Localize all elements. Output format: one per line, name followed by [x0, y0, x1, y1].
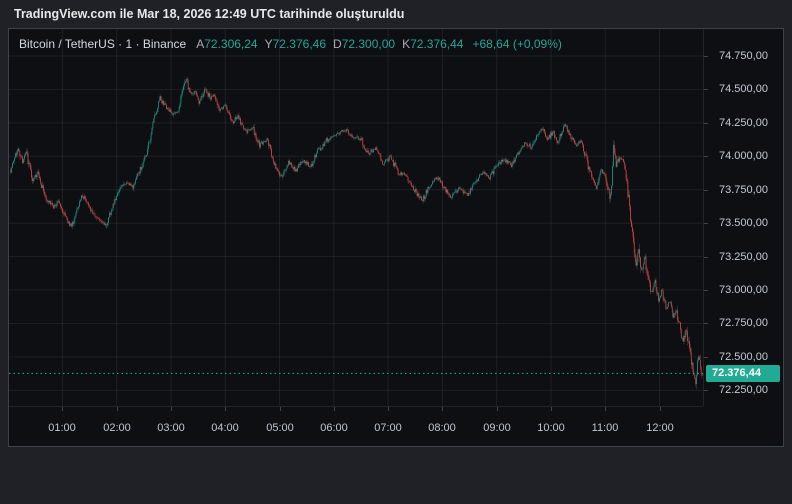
price-axis-tick	[704, 357, 708, 358]
ohlc-close-label: K	[402, 37, 411, 51]
symbol-title: Bitcoin / TetherUS · 1 · Binance	[19, 37, 187, 51]
time-axis-tick	[225, 407, 226, 411]
price-change: +68,64 (+0,09%)	[472, 37, 562, 51]
time-axis-tick	[117, 407, 118, 411]
price-axis-label: 74.500,00	[719, 83, 768, 95]
ohlc-open: A72.306,24	[196, 37, 257, 51]
ohlc-high: Y72.376,46	[265, 37, 326, 51]
ohlc-high-value: 72.376,46	[272, 37, 327, 51]
chart-pane: Bitcoin / TetherUS · 1 · Binance A72.306…	[8, 28, 784, 447]
candlestick-canvas[interactable]	[9, 29, 703, 406]
down-candles	[10, 77, 703, 387]
time-axis-label: 02:00	[103, 422, 131, 434]
price-axis[interactable]: 72.376,44 74.750,00 74.500,00 74.250,00 74.…	[703, 29, 784, 406]
time-axis-tick	[497, 407, 498, 411]
time-axis-label: 12:00	[646, 422, 674, 434]
price-axis-tick	[704, 290, 708, 291]
time-axis-tick	[62, 407, 63, 411]
price-axis-label: 72.500,00	[719, 351, 768, 363]
ohlc-low-value: 72.300,00	[341, 37, 396, 51]
price-axis-label: 74.750,00	[719, 50, 768, 62]
price-axis-tick	[704, 89, 708, 90]
time-axis-label: 11:00	[591, 422, 619, 434]
price-axis-tick	[704, 257, 708, 258]
time-axis-label: 07:00	[374, 422, 402, 434]
time-axis-tick	[280, 407, 281, 411]
price-axis-label: 74.250,00	[719, 117, 768, 129]
ohlc-close: K72.376,44	[402, 37, 463, 51]
time-axis-tick	[551, 407, 552, 411]
ohlc-low-label: D	[333, 37, 342, 51]
time-axis-label: 09:00	[483, 422, 511, 434]
time-axis-label: 04:00	[211, 422, 239, 434]
time-axis-tick	[442, 407, 443, 411]
candlestick-series	[9, 29, 703, 406]
price-axis-tick	[704, 123, 708, 124]
price-axis-tick	[704, 56, 708, 57]
ohlc-low: D72.300,00	[333, 37, 395, 51]
time-axis-tick	[388, 407, 389, 411]
price-axis-label: 72.250,00	[719, 384, 768, 396]
price-axis-tick	[704, 223, 708, 224]
symbol-header: Bitcoin / TetherUS · 1 · Binance A72.306…	[19, 36, 562, 52]
time-axis-label: 05:00	[266, 422, 294, 434]
price-axis-label: 74.000,00	[719, 150, 768, 162]
time-axis-label: 03:00	[157, 422, 185, 434]
price-axis-tick	[704, 323, 708, 324]
price-axis-label: 73.250,00	[719, 251, 768, 263]
current-price-badge: 72.376,44	[706, 365, 780, 382]
ohlc-close-value: 72.376,44	[410, 37, 464, 51]
ohlc-open-value: 72.306,24	[204, 37, 258, 51]
time-axis-tick	[171, 407, 172, 411]
price-axis-tick	[704, 390, 708, 391]
time-axis-tick	[334, 407, 335, 411]
time-axis-tick	[605, 407, 606, 411]
time-axis-label: 06:00	[320, 422, 348, 434]
price-axis-label: 72.750,00	[719, 317, 768, 329]
time-axis-label: 10:00	[537, 422, 565, 434]
ohlc-open-label: A	[196, 37, 205, 51]
price-axis-label: 73.750,00	[719, 184, 768, 196]
price-axis-tick	[704, 156, 708, 157]
price-axis-label: 73.500,00	[719, 217, 768, 229]
time-axis-label: 01:00	[48, 422, 76, 434]
time-axis-label: 08:00	[428, 422, 456, 434]
attribution-bar: TradingView.com ile Mar 18, 2026 12:49 U…	[0, 0, 792, 28]
time-axis[interactable]: 01:00 02:00 03:00 04:00 05:00 06:00 07:00 08:00…	[9, 406, 703, 447]
time-axis-tick	[660, 407, 661, 411]
footer-bar: TradingView	[0, 447, 792, 504]
ohlc-high-label: Y	[264, 37, 273, 51]
attribution-text: TradingView.com ile Mar 18, 2026 12:49 U…	[14, 7, 405, 21]
price-axis-label: 73.000,00	[719, 284, 768, 296]
price-axis-tick	[704, 190, 708, 191]
up-candles	[11, 77, 699, 390]
